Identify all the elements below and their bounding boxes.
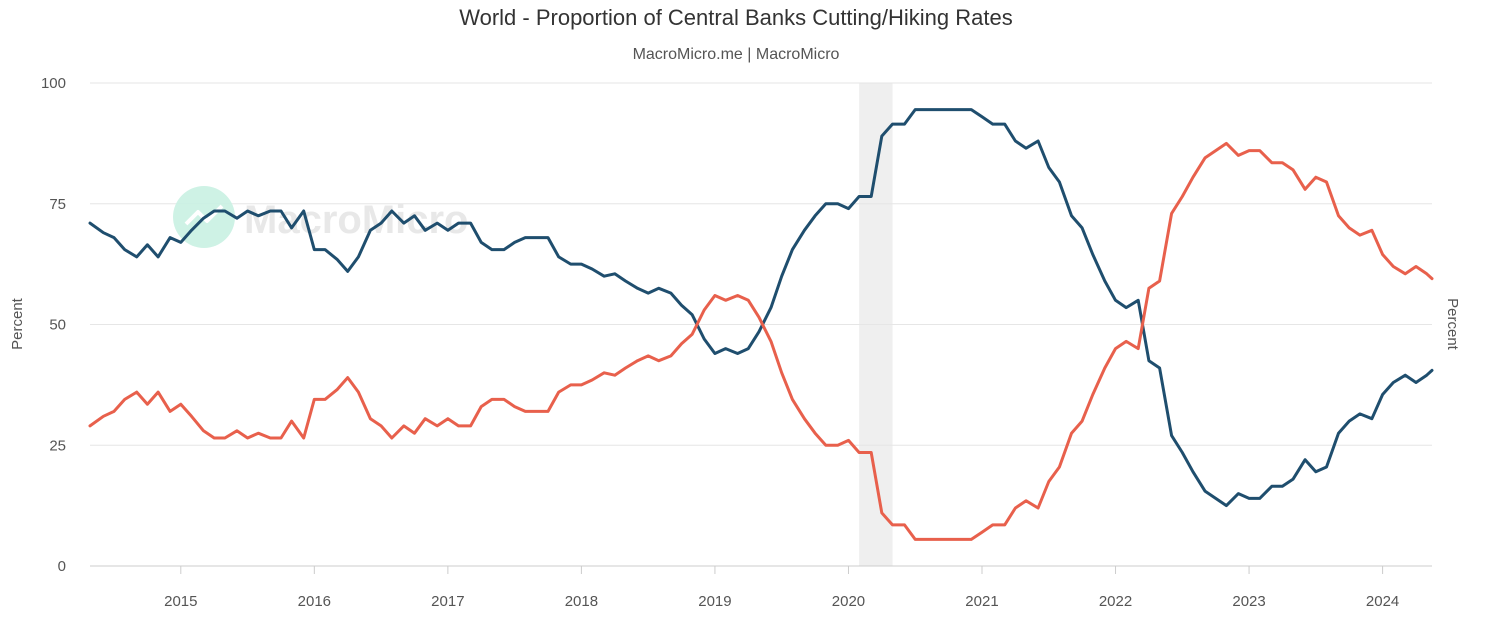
chart-subtitle: MacroMicro.me | MacroMicro (633, 46, 840, 63)
x-tick-label: 2018 (565, 593, 598, 610)
x-tick-label: 2016 (298, 593, 331, 610)
watermark: MacroMicro (173, 186, 469, 248)
y-axis-title-right: Percent (1444, 298, 1461, 351)
x-tick-label: 2015 (164, 593, 197, 610)
x-tick-label: 2017 (431, 593, 464, 610)
x-tick-label: 2019 (698, 593, 731, 610)
y-tick-label: 50 (49, 317, 66, 334)
watermark-chart-glyph-icon (184, 204, 224, 226)
y-tick-label: 100 (41, 75, 66, 92)
x-tick-label: 2021 (965, 593, 998, 610)
y-axis-ticks: 0 25 50 75 100 (41, 75, 66, 575)
chart-title: World - Proportion of Central Banks Cutt… (459, 5, 1013, 30)
x-tick-label: 2023 (1232, 593, 1265, 610)
y-tick-label: 25 (49, 437, 66, 454)
series-layer (88, 108, 1434, 541)
gridlines (90, 82, 1432, 446)
x-axis-ticks: 2015 2016 2017 2018 2019 2020 2021 2022 2023 2024 (164, 566, 1399, 610)
y-tick-label: 75 (49, 196, 66, 213)
series-line-cutting[interactable] (88, 108, 1434, 508)
x-tick-label: 2020 (832, 593, 865, 610)
series-line-hiking[interactable] (88, 141, 1434, 541)
watermark-text: MacroMicro (244, 198, 469, 242)
x-tick-label: 2022 (1099, 593, 1132, 610)
x-tick-label: 2024 (1366, 593, 1399, 610)
y-axis-title-left: Percent (9, 297, 26, 350)
y-tick-label: 0 (58, 558, 66, 575)
